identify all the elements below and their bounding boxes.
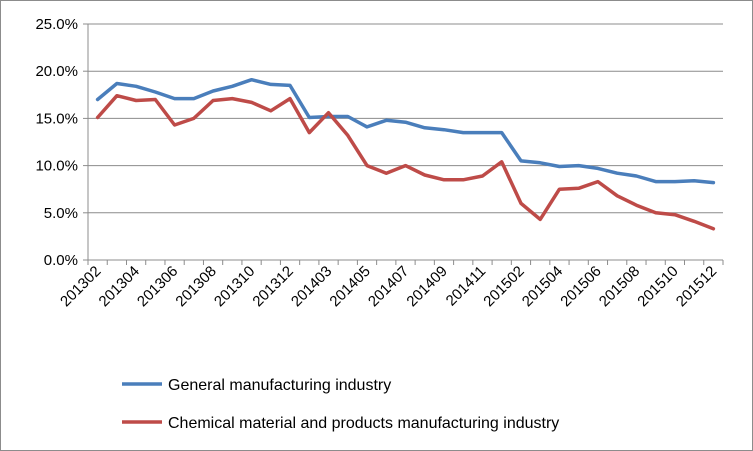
x-tick-label: 201403 <box>288 263 335 310</box>
y-tick-label: 10.0% <box>35 158 78 175</box>
legend-label: General manufacturing industry <box>168 377 391 394</box>
x-tick-label: 201302 <box>57 263 104 310</box>
series-line-general-manufacturing <box>95 77 716 185</box>
legend-label: Chemical material and products manufactu… <box>168 415 559 432</box>
y-tick-label: 25.0% <box>35 16 78 33</box>
y-tick-label: 5.0% <box>44 205 78 222</box>
x-tick-label: 201409 <box>403 263 450 310</box>
x-tick-label: 201411 <box>443 263 490 310</box>
x-tick-label: 201508 <box>596 263 643 310</box>
x-tick-label: 201407 <box>365 263 412 310</box>
x-tick-label: 201510 <box>634 263 681 310</box>
x-tick-label: 201304 <box>96 263 143 310</box>
y-tick-label: 20.0% <box>35 63 78 80</box>
x-tick-label: 201306 <box>134 263 181 310</box>
y-tick-label: 15.0% <box>35 110 78 127</box>
legend: General manufacturing industry Chemical m… <box>122 377 559 432</box>
series-line-chemical-manufacturing <box>95 93 716 231</box>
x-tick-label: 201506 <box>557 263 604 310</box>
x-tick-label: 201405 <box>326 263 373 310</box>
gridlines <box>83 23 723 261</box>
x-tick-label: 201312 <box>249 263 296 310</box>
y-tick-label: 0.0% <box>44 252 78 269</box>
y-axis-ticks: 0.0% 5.0% 10.0% 15.0% 20.0% 25.0% <box>35 16 78 269</box>
x-tick-label: 201310 <box>211 263 258 310</box>
x-axis-ticks: 2013022013042013062013082013102013122014… <box>57 260 724 310</box>
x-tick-label: 201504 <box>519 263 566 310</box>
series-lines <box>95 77 716 231</box>
x-tick-label: 201502 <box>480 263 527 310</box>
x-tick-label: 201308 <box>172 263 219 310</box>
x-tick-label: 201512 <box>673 263 720 310</box>
